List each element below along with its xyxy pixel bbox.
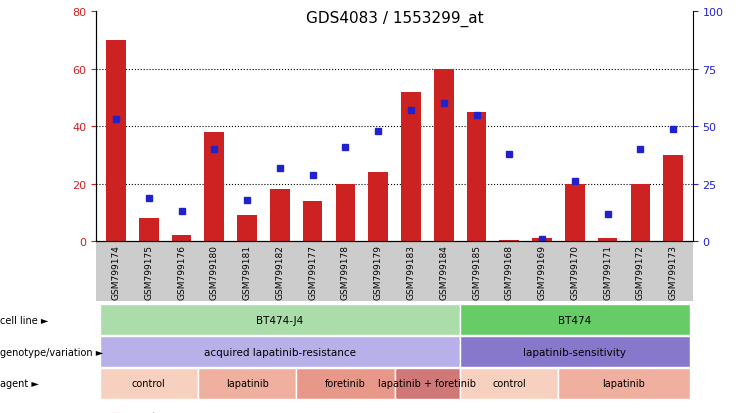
Bar xyxy=(598,239,617,242)
Bar xyxy=(205,133,224,242)
Text: BT474: BT474 xyxy=(558,315,591,325)
Text: agent ►: agent ► xyxy=(0,378,39,389)
Bar xyxy=(532,239,552,242)
Bar xyxy=(565,184,585,242)
Bar xyxy=(467,113,486,242)
Bar xyxy=(368,173,388,242)
Bar xyxy=(139,219,159,242)
Text: BT474-J4: BT474-J4 xyxy=(256,315,304,325)
Bar xyxy=(237,216,257,242)
Bar xyxy=(106,41,126,242)
Bar xyxy=(172,236,191,242)
Text: foretinib: foretinib xyxy=(325,378,366,389)
Text: genotype/variation ►: genotype/variation ► xyxy=(0,347,103,357)
Text: ■ count: ■ count xyxy=(111,411,156,413)
Bar xyxy=(401,93,421,242)
Text: control: control xyxy=(493,378,526,389)
Text: acquired lapatinib-resistance: acquired lapatinib-resistance xyxy=(204,347,356,357)
Text: GDS4083 / 1553299_at: GDS4083 / 1553299_at xyxy=(306,10,483,26)
Bar xyxy=(499,240,519,242)
Text: lapatinib: lapatinib xyxy=(226,378,268,389)
Bar xyxy=(631,184,651,242)
Text: control: control xyxy=(132,378,166,389)
Text: cell line ►: cell line ► xyxy=(0,315,48,325)
Text: lapatinib: lapatinib xyxy=(602,378,645,389)
Text: lapatinib + foretinib: lapatinib + foretinib xyxy=(379,378,476,389)
Bar xyxy=(336,184,355,242)
Bar xyxy=(270,190,290,242)
Bar xyxy=(663,156,683,242)
Bar xyxy=(303,202,322,242)
Text: lapatinib-sensitivity: lapatinib-sensitivity xyxy=(523,347,626,357)
Bar xyxy=(434,70,453,242)
